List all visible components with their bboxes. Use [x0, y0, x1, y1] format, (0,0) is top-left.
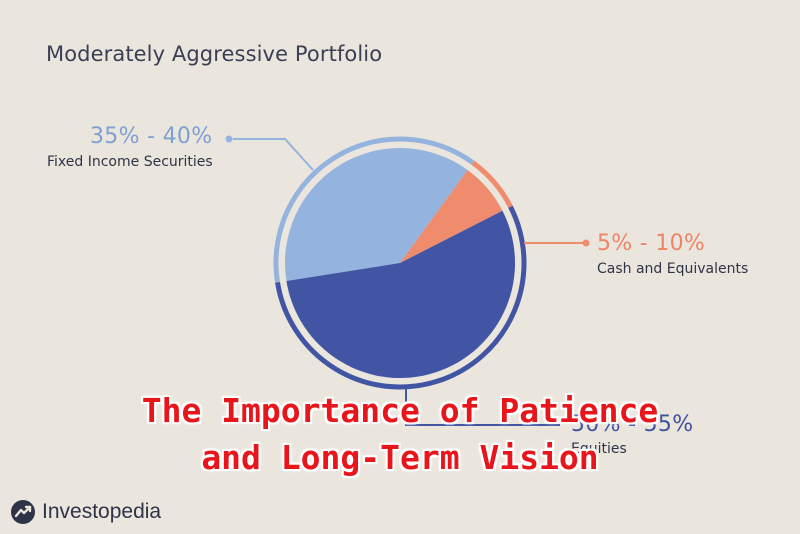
cash-category-label: Cash and Equivalents: [597, 261, 749, 277]
fixed-income-leader-line: [233, 138, 314, 171]
brand-name: Investopedia: [42, 500, 162, 523]
equities-range-label: 50% - 55%: [571, 412, 694, 437]
fixed-income-range-label: 35% - 40%: [90, 124, 213, 149]
equities-ring: [275, 205, 527, 390]
cash-range-label: 5% - 10%: [597, 231, 706, 256]
cash-slice: [400, 169, 503, 263]
fixed-income-slice: [285, 148, 468, 281]
overlay-line-2: and Long-Term Vision: [201, 438, 599, 477]
investopedia-logo-icon: [11, 500, 35, 524]
fixed-income-category-label: Fixed Income Securities: [47, 154, 213, 170]
cash-leader-dot: [582, 239, 590, 247]
fixed-income-leader-dot: [225, 135, 233, 143]
cash-ring: [471, 160, 513, 208]
investopedia-logo[interactable]: Investopedia: [10, 498, 161, 526]
equities-category-label: Equities: [571, 441, 627, 457]
equities-leader-line: [405, 386, 560, 426]
chart-title: Moderately Aggressive Portfolio: [46, 42, 383, 66]
equities-slice: [286, 210, 515, 378]
overlay-line-1: The Importance of Patience: [141, 391, 659, 430]
fixed-income-ring: [273, 136, 475, 283]
